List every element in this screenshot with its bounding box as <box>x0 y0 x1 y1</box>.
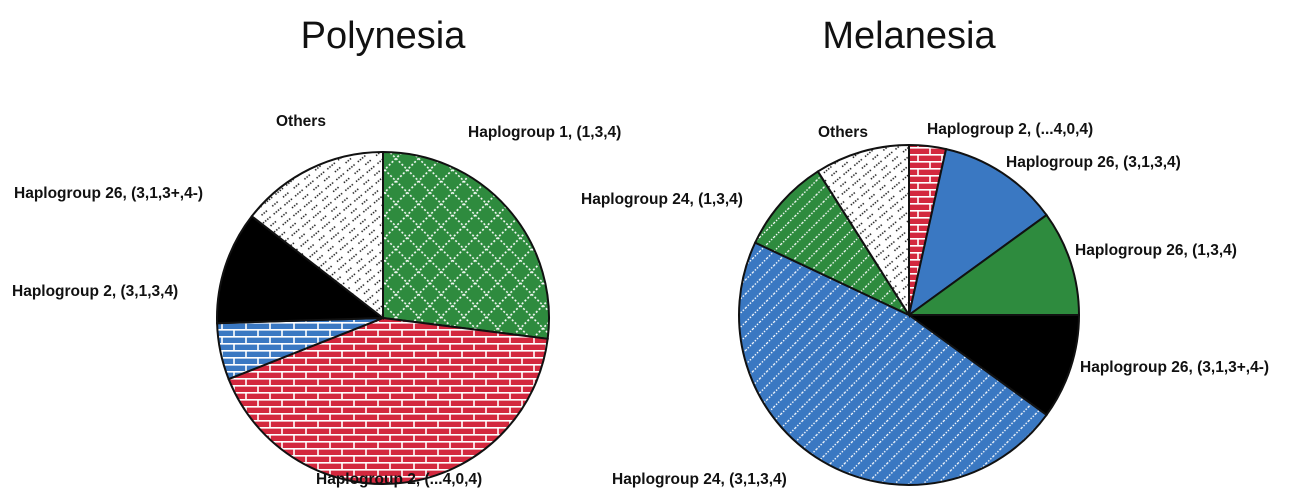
slice-haplogroup-24-3-1-3-4 <box>738 241 1048 486</box>
slice-haplogroup-1-1-3-4 <box>382 150 550 340</box>
slice-label-haplogroup-2-3-1-3-4: Haplogroup 2, (3,1,3,4) <box>12 283 178 300</box>
slice-label-haplogroup-24-3-1-3-4: Haplogroup 24, (3,1,3,4) <box>612 471 787 488</box>
slice-label-haplogroup-26-3-1-3-4: Haplogroup 26, (3,1,3+,4-) <box>14 185 203 202</box>
slice-label-haplogroup-2-4-0-4: Haplogroup 2, (...4,0,4) <box>927 121 1093 138</box>
chart-title: Polynesia <box>301 15 467 57</box>
slice-label-haplogroup-2-4-0-4: Haplogroup 2, (...4,0,4) <box>316 471 482 488</box>
slice-label-haplogroup-26-3-1-3-4: Haplogroup 26, (3,1,3+,4-) <box>1080 359 1269 376</box>
slice-haplogroup-26-1-3-4 <box>905 213 1081 316</box>
slice-label-haplogroup-1-1-3-4: Haplogroup 1, (1,3,4) <box>468 124 621 141</box>
chart-title: Melanesia <box>822 15 996 57</box>
slice-others <box>816 143 910 319</box>
slice-haplogroup-26-3-1-3-4 <box>216 214 386 325</box>
slice-label-haplogroup-26-3-1-3-4: Haplogroup 26, (3,1,3,4) <box>1006 154 1181 171</box>
slice-haplogroup-24-1-3-4 <box>753 170 912 318</box>
slice-others <box>250 150 384 321</box>
slice-haplogroup-26-3-1-3-4 <box>905 314 1081 417</box>
slice-label-haplogroup-24-1-3-4: Haplogroup 24, (1,3,4) <box>581 191 743 208</box>
pie-chart-polynesia: Polynesia Haplogroup 1, (1,3,4) Haplogroup… <box>12 15 621 488</box>
slice-label-others: Others <box>818 124 868 141</box>
slice-haplogroup-2-4-0-4 <box>227 316 549 485</box>
pie-chart-melanesia: Melanesia Haplogroup 2, (...4,0,4) Haplogr… <box>581 15 1269 488</box>
slice-label-others: Others <box>276 113 326 130</box>
slice-label-haplogroup-26-1-3-4: Haplogroup 26, (1,3,4) <box>1075 242 1237 259</box>
slice-haplogroup-26-3-1-3-4 <box>907 147 1048 318</box>
